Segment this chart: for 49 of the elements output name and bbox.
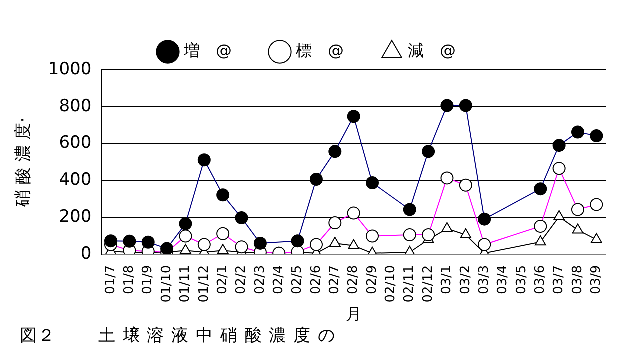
x-tick-label: 01/7 [103,265,118,295]
x-tick-label: 03/5 [514,265,530,295]
y-tick-label: 1000 [48,59,92,80]
point [460,228,472,238]
y-tick-label: 400 [59,170,92,190]
x-tick-label: 03/8 [570,265,586,295]
x-tick-label: 03/1 [440,265,455,295]
x-tick-label: 02/2 [234,265,250,295]
x-tick-label: 02/1 [215,265,230,295]
x-tick-label: 01/11 [178,265,194,303]
y-tick-label: 600 [59,133,92,154]
x-tick-label: 02/11 [402,265,418,303]
point [590,233,602,244]
x-tick-label: 03/9 [589,265,604,295]
point [554,210,565,220]
x-tick-label: 01/8 [122,265,138,295]
x-tick-label: 02/7 [328,265,343,295]
y-tick-label: 800 [59,96,92,116]
y-tick-label: 0 [80,244,92,264]
point [572,224,584,234]
legend-label: 減 @ [408,41,456,60]
x-tick-label: 03/3 [476,265,492,295]
caption: 図２ 土 壌 溶 液 中 硝 酸 濃 度 の [20,325,336,347]
x-tick-label: 02/10 [384,265,399,303]
x-tick-label: 02/12 [420,265,436,303]
x-axis-title: 月 [346,304,362,324]
x-tick-label: 02/3 [252,265,268,295]
point [329,236,341,247]
x-tick-label: 01/12 [196,265,212,303]
x-tick-label: 02/6 [308,265,324,295]
y-tick-label: 200 [59,206,92,227]
point [348,239,360,250]
point [217,244,229,254]
x-tick-label: 03/7 [552,265,567,295]
x-tick-label: 02/9 [364,265,380,295]
point [180,244,192,254]
x-tick-label: 02/4 [271,265,286,295]
x-tick-label: 03/4 [496,265,511,295]
x-tick-label: 03/6 [533,265,548,295]
point [442,222,453,232]
point [534,236,546,246]
x-tick-label: 03/2 [458,265,474,295]
x-tick-label: 01/10 [159,265,174,303]
legend-label: 増 @ [183,41,232,60]
x-tick-label: 02/5 [290,265,306,295]
x-tick-label: 02/8 [346,265,362,295]
y-axis-title: 硝 酸 濃 度· [14,117,34,208]
x-tick-label: 01/9 [140,265,156,295]
legend-label: 標 @ [296,41,344,60]
